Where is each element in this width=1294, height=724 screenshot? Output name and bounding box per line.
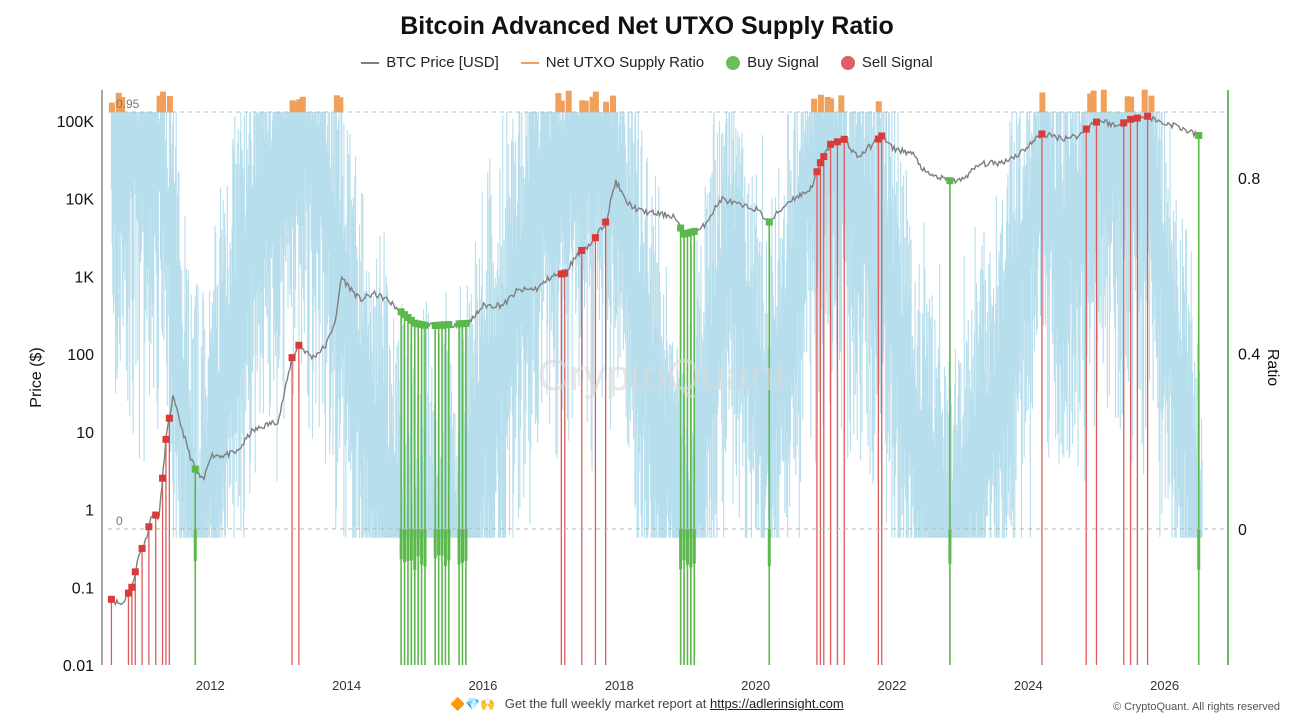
y-left-tick-label: 10K bbox=[66, 192, 95, 209]
sell-signal-marker bbox=[578, 246, 586, 254]
sell-signal-marker bbox=[162, 435, 170, 443]
legend-item-price: BTC Price [USD] bbox=[361, 54, 499, 71]
sell-signal-marker bbox=[561, 269, 569, 277]
sell-signal-marker bbox=[878, 132, 886, 140]
sell-signal-marker bbox=[128, 583, 136, 591]
sell-signal-marker bbox=[165, 414, 173, 422]
sell-signal-marker bbox=[1144, 112, 1152, 120]
watermark: CryptoQuant bbox=[537, 351, 786, 400]
chart-legend: BTC Price [USD] Net UTXO Supply Ratio Bu… bbox=[0, 54, 1294, 71]
sell-signal-marker bbox=[813, 168, 821, 176]
threshold-label: 0 bbox=[116, 514, 123, 528]
legend-label-price: BTC Price [USD] bbox=[386, 54, 499, 71]
sell-signal-marker bbox=[124, 589, 132, 597]
sell-signal-marker bbox=[295, 341, 303, 349]
legend-swatch-price bbox=[361, 61, 380, 64]
legend-label-ratio: Net UTXO Supply Ratio bbox=[545, 54, 705, 71]
y-left-tick-label: 0.01 bbox=[63, 658, 94, 675]
sell-signal-marker bbox=[827, 140, 835, 148]
footer-emojis: 🔶💎🙌 bbox=[450, 697, 496, 711]
sell-signal-marker bbox=[591, 234, 599, 242]
buy-signal-marker bbox=[191, 465, 199, 473]
threshold-lines: 0.95 0 bbox=[108, 97, 1226, 530]
legend-label-buy: Buy Signal bbox=[747, 54, 819, 71]
ratio-series bbox=[108, 89, 1203, 538]
sell-signal-marker bbox=[840, 135, 848, 143]
sell-signal-marker bbox=[1082, 125, 1090, 133]
sell-signal-marker bbox=[152, 511, 160, 519]
x-tick-label: 2024 bbox=[1014, 678, 1043, 693]
footer-link[interactable]: https://adlerinsight.com bbox=[709, 696, 844, 711]
sell-signal-marker bbox=[1133, 114, 1141, 122]
legend-item-sell: Sell Signal bbox=[840, 54, 933, 71]
y-right-axis-label: Ratio bbox=[1264, 349, 1281, 386]
y-left-tick-label: 100K bbox=[57, 114, 95, 131]
y-left-tick-label: 100 bbox=[67, 347, 94, 364]
y-left-tick-label: 0.1 bbox=[72, 580, 94, 597]
copyright: © CryptoQuant. All rights reserved bbox=[1112, 701, 1280, 713]
footer-text: Get the full weekly market report at bbox=[504, 696, 707, 711]
y-right-tick-label: 0 bbox=[1238, 522, 1247, 539]
buy-signal-marker bbox=[445, 321, 453, 329]
buy-signal-marker bbox=[677, 224, 685, 232]
sell-signal-marker bbox=[138, 544, 146, 552]
sell-signal-marker bbox=[1092, 118, 1100, 126]
legend-item-buy: Buy Signal bbox=[726, 54, 819, 71]
threshold-label: 0.95 bbox=[116, 97, 140, 111]
legend-swatch-buy bbox=[726, 55, 741, 70]
x-tick-label: 2012 bbox=[196, 678, 225, 693]
sell-signal-marker bbox=[833, 138, 841, 146]
signal-markers bbox=[107, 112, 1203, 603]
buy-signal-marker bbox=[946, 177, 954, 185]
sell-signal-marker bbox=[107, 595, 115, 603]
signal-lines bbox=[110, 116, 1201, 665]
legend-item-ratio: Net UTXO Supply Ratio bbox=[520, 54, 705, 71]
sell-signal-marker bbox=[131, 568, 139, 576]
y-right-tick-label: 0.8 bbox=[1238, 171, 1260, 188]
sell-signal-marker bbox=[159, 474, 167, 482]
sell-signal-marker bbox=[602, 218, 610, 226]
buy-signal-marker bbox=[765, 218, 773, 226]
sell-signal-marker bbox=[1038, 130, 1046, 138]
legend-swatch-sell bbox=[840, 55, 855, 70]
buy-signal-marker bbox=[1195, 131, 1203, 139]
sell-signal-marker bbox=[288, 354, 296, 362]
x-tick-label: 2018 bbox=[605, 678, 634, 693]
y-left-tick-label: 1 bbox=[85, 503, 94, 520]
sell-signal-marker bbox=[1127, 115, 1135, 123]
x-tick-label: 2016 bbox=[468, 678, 497, 693]
x-tick-label: 2020 bbox=[741, 678, 770, 693]
chart-title: Bitcoin Advanced Net UTXO Supply Ratio bbox=[400, 12, 894, 40]
ratio-oscillation bbox=[110, 111, 1203, 538]
legend-label-sell: Sell Signal bbox=[861, 54, 933, 71]
axes: 0.01 0.1 1 10 100 1K 10K 100K 0 0.4 0.8 2012 2014 201… bbox=[28, 90, 1281, 693]
legend-swatch-ratio bbox=[520, 61, 539, 64]
buy-signal-marker bbox=[462, 319, 470, 327]
x-tick-label: 2022 bbox=[878, 678, 907, 693]
y-left-tick-label: 1K bbox=[74, 269, 94, 286]
x-tick-label: 2014 bbox=[332, 678, 361, 693]
x-tick-label: 2026 bbox=[1150, 678, 1179, 693]
y-left-axis-label: Price ($) bbox=[28, 347, 45, 407]
sell-signal-marker bbox=[1120, 119, 1128, 127]
buy-signal-marker bbox=[421, 321, 429, 329]
sell-signal-marker bbox=[820, 153, 828, 161]
sell-signal-marker bbox=[816, 159, 824, 167]
y-right-tick-label: 0.4 bbox=[1238, 346, 1260, 363]
y-left-tick-label: 10 bbox=[76, 425, 94, 442]
buy-signal-marker bbox=[690, 227, 698, 235]
sell-signal-marker bbox=[145, 523, 153, 531]
ratio-high-spikes bbox=[108, 89, 1155, 113]
footer: 🔶💎🙌 Get the full weekly market report at… bbox=[0, 696, 1294, 711]
